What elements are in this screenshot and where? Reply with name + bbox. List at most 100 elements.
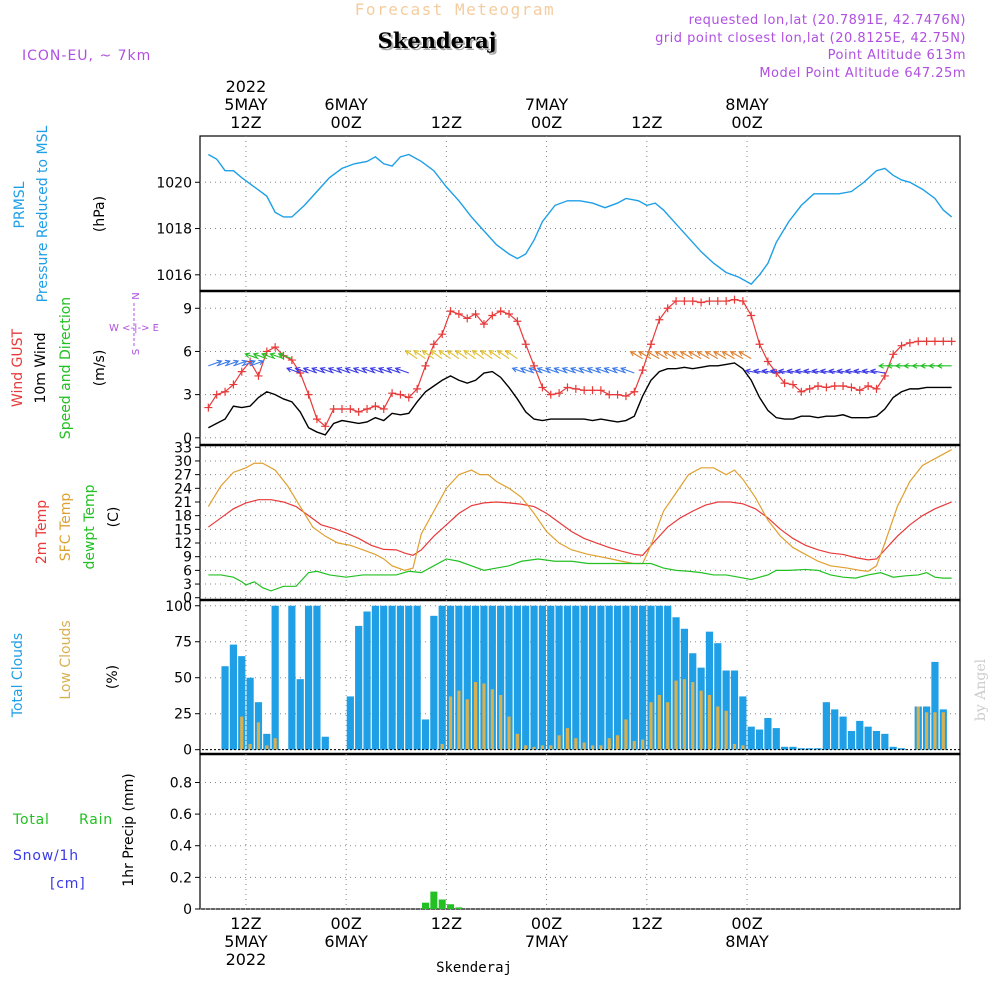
low-cloud-bar xyxy=(924,712,929,750)
gust-marker xyxy=(505,310,514,319)
low-cloud-bar xyxy=(448,696,453,750)
low-cloud-bar xyxy=(507,716,511,750)
info-line: Model Point Altitude 647.25m xyxy=(759,66,966,81)
gust-marker xyxy=(538,383,547,392)
wind-direction-arrow xyxy=(361,366,376,374)
total-cloud-bar xyxy=(388,605,396,750)
wind-direction-arrow xyxy=(511,366,526,374)
gust-marker xyxy=(605,390,614,399)
time-label-top: 12Z xyxy=(431,113,462,132)
low-cloud-bar xyxy=(624,719,628,750)
temp-ylabel-dewpt: dewpt Temp xyxy=(82,484,98,569)
gust-marker xyxy=(354,407,363,416)
info-line: Point Altitude 613m xyxy=(828,48,966,63)
y-tick-label: 15 xyxy=(174,522,192,538)
wind-direction-arrow xyxy=(277,352,293,360)
gust-marker xyxy=(229,380,238,389)
y-tick-label: 21 xyxy=(174,495,192,511)
total-cloud-bar xyxy=(229,644,238,750)
wind-direction-arrow xyxy=(561,366,577,374)
y-tick-label: 50 xyxy=(174,671,192,687)
total-cloud-bar xyxy=(639,605,647,750)
total-cloud-bar xyxy=(730,670,739,750)
total-cloud-bar xyxy=(555,605,563,750)
total-cloud-bar xyxy=(797,748,805,750)
gust-marker xyxy=(596,386,605,395)
pressure-ylabel-desc: Pressure Reduced to MSL xyxy=(35,125,51,302)
time-label-bottom: 00Z xyxy=(330,914,361,933)
temp-2m-line xyxy=(207,499,952,561)
wind-direction-arrow xyxy=(603,366,618,374)
wind-direction-arrow xyxy=(463,349,476,360)
low-cloud-bar xyxy=(524,745,528,750)
wind-direction-arrow xyxy=(224,359,240,367)
total-cloud-bar xyxy=(572,605,580,750)
gust-marker xyxy=(488,311,497,320)
y-tick-label: 0 xyxy=(183,591,192,607)
total-cloud-bar xyxy=(655,605,663,750)
total-cloud-bar xyxy=(263,733,271,750)
total-cloud-bar xyxy=(538,605,547,750)
wind-direction-arrow xyxy=(569,366,585,374)
wind-direction-arrow xyxy=(620,366,635,374)
gust-marker xyxy=(922,337,931,346)
precip-legend-snow: Snow/1h xyxy=(13,848,79,864)
low-cloud-bar xyxy=(273,738,277,750)
time-label-bottom: 5MAY xyxy=(224,932,268,951)
total-cloud-bar xyxy=(755,729,764,750)
y-tick-label: 9 xyxy=(183,550,192,566)
low-cloud-bar xyxy=(256,722,261,750)
chart-title-faint: Forecast Meteogram xyxy=(355,0,555,19)
low-cloud-bar xyxy=(916,706,920,750)
low-cloud-bar xyxy=(707,694,712,750)
y-tick-label: 1016 xyxy=(156,268,192,284)
chart-plot-layer: 1016101810200369036912151821242730330255… xyxy=(156,77,960,969)
total-cloud-bar xyxy=(246,677,254,750)
total-cloud-bar xyxy=(505,605,513,750)
wind-ylabel-unit: (m/s) xyxy=(92,350,108,387)
wind-direction-arrow xyxy=(249,359,265,367)
wind-direction-arrow xyxy=(671,351,685,360)
time-label-bottom: 12Z xyxy=(631,914,662,933)
low-cloud-bar xyxy=(607,738,611,750)
gust-marker xyxy=(563,383,572,392)
gust-marker xyxy=(421,361,430,370)
wind-direction-arrow xyxy=(654,351,668,360)
total-cloud-bar xyxy=(622,605,630,750)
gust-marker xyxy=(638,366,647,375)
total-cloud-bar xyxy=(455,605,463,750)
y-tick-label: 25 xyxy=(174,707,192,723)
gust-marker xyxy=(396,390,405,399)
gust-marker xyxy=(221,387,230,396)
gust-marker xyxy=(705,297,714,306)
total-cloud-bar xyxy=(438,605,446,750)
wind-direction-arrow xyxy=(394,366,409,374)
wind-direction-arrow xyxy=(869,368,885,375)
cloud-ylabel-low: Low Clouds xyxy=(58,620,74,699)
time-label-top: 2022 xyxy=(226,77,267,96)
total-cloud-bar xyxy=(304,605,313,750)
cloud-ylabel-unit: (%) xyxy=(105,665,121,689)
gust-marker xyxy=(446,307,455,316)
total-cloud-bar xyxy=(806,748,814,750)
y-tick-label: 27 xyxy=(174,468,192,484)
gust-marker xyxy=(897,341,906,350)
wind-direction-arrow xyxy=(504,349,518,360)
wind-direction-arrow xyxy=(519,366,535,374)
gust-marker xyxy=(521,340,530,349)
wind-direction-arrow xyxy=(386,366,401,374)
gust-line xyxy=(207,299,952,428)
total-cloud-bar xyxy=(563,605,572,750)
total-cloud-bar xyxy=(547,605,555,750)
y-tick-label: 6 xyxy=(183,563,192,579)
gust-marker xyxy=(697,298,706,307)
total-cloud-bar xyxy=(831,709,839,750)
wind-direction-arrow xyxy=(241,359,256,367)
precip-bar xyxy=(421,902,429,909)
low-cloud-bar xyxy=(474,682,478,750)
time-label-bottom: 00Z xyxy=(531,914,562,933)
wind-direction-arrow xyxy=(421,349,435,360)
gust-marker xyxy=(630,387,639,396)
low-cloud-bar xyxy=(933,712,937,750)
low-cloud-bar xyxy=(565,728,570,750)
